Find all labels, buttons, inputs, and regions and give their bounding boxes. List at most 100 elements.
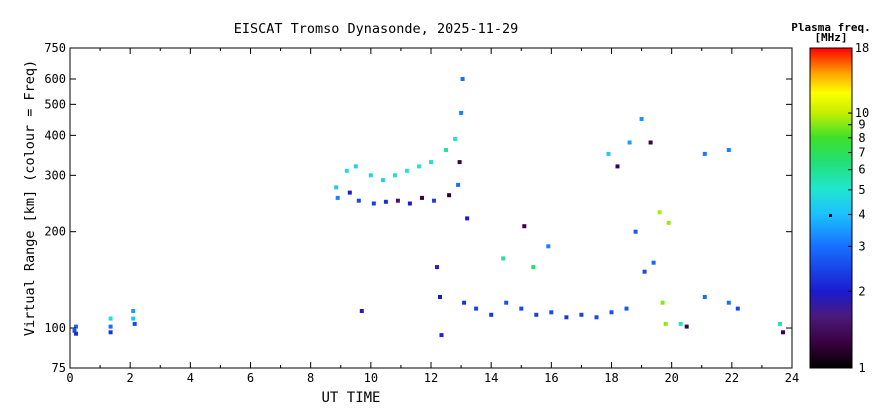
data-point <box>380 178 385 183</box>
x-tick-label: 10 <box>364 371 378 385</box>
x-tick-label: 14 <box>484 371 498 385</box>
data-point <box>564 315 569 320</box>
data-point <box>627 140 632 145</box>
data-point <box>462 300 467 305</box>
colorbar-tick-label: 9 <box>858 118 865 132</box>
data-point <box>447 193 452 198</box>
data-point <box>781 330 785 335</box>
colorbar-tick-label: 1 <box>858 361 865 375</box>
data-point <box>392 173 397 178</box>
data-point <box>726 148 731 152</box>
data-point <box>702 295 707 299</box>
x-tick-label: 22 <box>725 371 739 385</box>
data-point <box>624 306 629 311</box>
x-tick-label: 12 <box>424 371 438 385</box>
data-point <box>648 140 653 145</box>
data-point <box>335 195 340 200</box>
data-point <box>371 201 376 206</box>
data-point <box>546 244 551 249</box>
y-axis-label: Virtual Range [km] (colour = Freq) <box>22 60 38 336</box>
data-point <box>615 164 620 169</box>
colorbar-tick-label: 3 <box>858 239 865 253</box>
data-point <box>74 324 78 329</box>
data-point <box>359 309 364 313</box>
data-point <box>420 195 424 200</box>
data-point <box>642 269 647 274</box>
data-point <box>460 77 465 81</box>
data-point <box>778 321 782 326</box>
data-point <box>651 260 656 265</box>
x-axis: 0 2 4 6 8 10 12 14 16 18 20 22 24 <box>66 48 799 385</box>
plot-frame <box>69 47 793 369</box>
data-point <box>395 198 400 203</box>
data-point <box>344 168 349 173</box>
chart-title: EISCAT Tromso Dynasonde, 2025-11-29 <box>234 21 518 37</box>
data-point <box>639 117 644 121</box>
data-point <box>334 185 339 190</box>
data-point <box>444 148 448 152</box>
data-point <box>531 265 536 270</box>
data-point <box>353 164 358 169</box>
data-point <box>702 151 707 156</box>
y-axis: 75 100 200 300 400 500 600 750 <box>44 41 792 375</box>
data-point <box>522 224 527 229</box>
data-point <box>489 312 494 317</box>
colorbar-tick-label: 8 <box>858 131 865 145</box>
y-tick-label: 400 <box>44 128 66 142</box>
x-tick-label: 20 <box>664 371 678 385</box>
data-point <box>735 306 740 311</box>
plot-marks <box>72 77 785 338</box>
data-point <box>678 321 683 326</box>
data-point <box>663 321 668 326</box>
data-point <box>501 256 506 261</box>
data-point <box>726 300 731 305</box>
x-tick-label: 2 <box>127 371 134 385</box>
colorbar-tick-label: 4 <box>858 208 865 222</box>
data-point <box>435 265 439 270</box>
colorbar-title-line2: [MHz] <box>814 31 847 44</box>
data-point <box>432 198 436 203</box>
x-tick-label: 8 <box>307 371 314 385</box>
data-point <box>456 182 461 187</box>
data-point <box>660 300 665 305</box>
data-point <box>439 333 444 338</box>
colorbar-tick-label: 18 <box>855 41 869 55</box>
data-point <box>108 330 113 335</box>
data-point <box>356 198 361 203</box>
data-point <box>429 160 433 165</box>
x-tick-label: 0 <box>66 371 73 385</box>
data-point <box>74 331 78 336</box>
data-point <box>465 216 470 221</box>
data-point <box>549 310 554 315</box>
data-point <box>404 168 409 173</box>
colorbar-tick-label: 5 <box>858 183 865 197</box>
data-point <box>594 315 599 320</box>
data-point <box>519 306 524 311</box>
x-tick-label: 24 <box>785 371 799 385</box>
x-tick-label: 4 <box>187 371 194 385</box>
colorbar-title-line1: Plasma freq. <box>791 21 870 34</box>
data-point <box>108 324 113 329</box>
colorbar-tick-label: 2 <box>858 284 865 298</box>
y-tick-label: 200 <box>44 225 66 239</box>
x-axis-label: UT TIME <box>321 390 380 406</box>
colorbar-tick-label: 10 <box>855 106 869 120</box>
data-point <box>383 199 388 204</box>
data-point <box>474 306 479 311</box>
colorbar-marker <box>829 214 832 217</box>
y-tick-label: 300 <box>44 168 66 182</box>
data-point <box>534 312 539 317</box>
data-point <box>132 321 137 326</box>
colorbar <box>809 47 853 369</box>
data-point <box>657 210 662 215</box>
data-point <box>609 310 614 315</box>
x-tick-label: 18 <box>604 371 618 385</box>
data-point <box>368 173 373 178</box>
y-tick-label: 750 <box>44 41 66 55</box>
y-tick-label: 600 <box>44 72 66 86</box>
y-tick-label: 500 <box>44 97 66 111</box>
data-point <box>453 136 458 141</box>
data-point <box>438 295 442 299</box>
